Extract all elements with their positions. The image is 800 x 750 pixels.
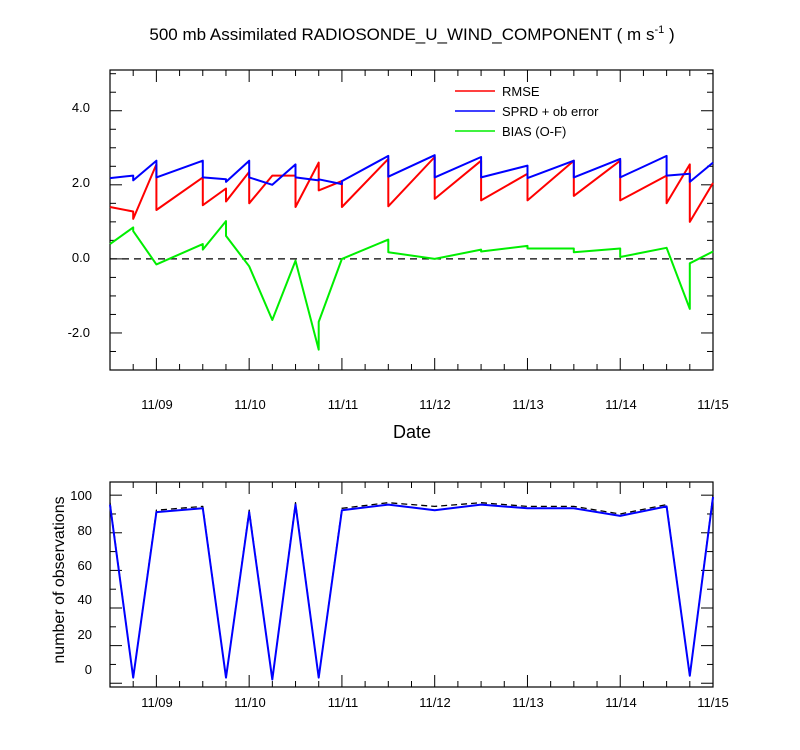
y-axis-title: number of observations	[51, 496, 68, 663]
y-tick-label: 20	[78, 627, 92, 642]
bottom-series-lines	[109, 495, 714, 681]
y-tick-label: 0	[85, 662, 92, 677]
series-line-sprd	[109, 154, 714, 186]
x-tick-label: 11/12	[419, 695, 451, 710]
bottom-axis-ticks	[110, 482, 714, 687]
x-tick-label: 11/10	[234, 397, 266, 412]
x-tick-label: 11/11	[328, 695, 359, 710]
legend-label-rmse: RMSE	[502, 84, 540, 99]
legend-label-sprd: SPRD + ob error	[502, 104, 599, 119]
x-tick-label: 11/15	[697, 695, 729, 710]
x-tick-label: 11/13	[512, 397, 544, 412]
chart-title-text: 500 mb Assimilated RADIOSONDE_U_WIND_COM…	[149, 25, 654, 44]
x-tick-label: 11/15	[697, 397, 729, 412]
legend: RMSE SPRD + ob error BIAS (O-F)	[455, 84, 599, 139]
y-tick-label: 4.0	[72, 100, 90, 115]
y-tick-label: 40	[78, 592, 92, 607]
x-tick-label: 11/13	[512, 695, 544, 710]
x-tick-label: 11/14	[605, 695, 637, 710]
x-tick-label: 11/10	[234, 695, 266, 710]
series-line-bias	[109, 220, 714, 351]
x-tick-label: 11/09	[141, 397, 173, 412]
x-tick-label: 11/11	[328, 397, 359, 412]
bottom-chart-panel: 11/09 11/10 11/11 11/12 11/13 11/14 11/1…	[51, 481, 729, 710]
legend-label-bias: BIAS (O-F)	[502, 124, 566, 139]
y-tick-label: 60	[78, 558, 92, 573]
top-axis-ticks	[110, 70, 714, 370]
bottom-plot-frame	[109, 481, 714, 688]
y-tick-label: 100	[70, 488, 92, 503]
top-plot-frame	[109, 69, 714, 371]
y-tick-label: 0.0	[72, 250, 90, 265]
chart-title-close: )	[664, 25, 674, 44]
top-chart-panel: 11/09 11/10 11/11 11/12 11/13 11/14 11/1…	[68, 69, 729, 442]
chart-title: 500 mb Assimilated RADIOSONDE_U_WIND_COM…	[149, 24, 674, 44]
y-tick-label: 2.0	[72, 175, 90, 190]
top-series-lines	[109, 154, 714, 351]
x-tick-label: 11/14	[605, 397, 637, 412]
x-tick-label: 11/09	[141, 695, 173, 710]
series-line-observations-dashed	[109, 495, 714, 681]
series-line-observations-solid	[109, 496, 714, 681]
chart-title-exponent: -1	[654, 24, 664, 36]
y-tick-label: -2.0	[68, 325, 90, 340]
y-tick-label: 80	[78, 523, 92, 538]
x-axis-title: Date	[393, 422, 431, 442]
x-tick-label: 11/12	[419, 397, 451, 412]
